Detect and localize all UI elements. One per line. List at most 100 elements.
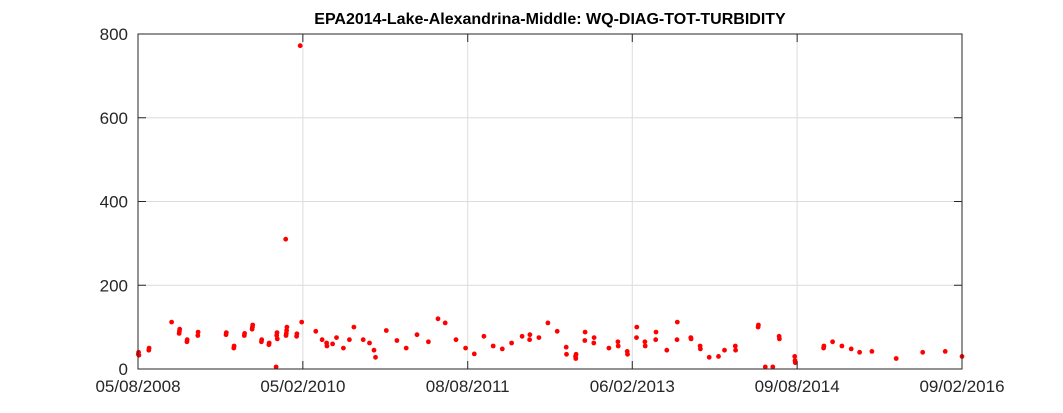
data-point bbox=[527, 332, 533, 338]
data-point bbox=[463, 345, 468, 351]
data-point bbox=[274, 336, 280, 342]
data-point bbox=[341, 345, 346, 351]
data-point bbox=[642, 339, 648, 345]
data-point bbox=[284, 324, 290, 330]
data-point bbox=[283, 333, 289, 338]
data-point bbox=[642, 343, 648, 349]
chart-title: EPA2014-Lake-Alexandrina-Middle: WQ-DIAG… bbox=[314, 11, 786, 28]
data-point bbox=[184, 337, 190, 343]
axis-ticks-layer: 05/08/2008 05/02/2010 08/08/2011 06/02/2013… bbox=[95, 25, 1004, 396]
data-point bbox=[869, 349, 875, 354]
data-point bbox=[242, 331, 248, 336]
data-point bbox=[839, 343, 845, 349]
data-point bbox=[195, 329, 201, 335]
x-tick-label: 05/08/2008 bbox=[95, 377, 180, 396]
x-tick-label: 08/08/2011 bbox=[426, 377, 510, 396]
data-point bbox=[706, 354, 712, 360]
data-point bbox=[857, 349, 862, 355]
data-point bbox=[334, 335, 339, 340]
data-point bbox=[499, 346, 505, 352]
data-point bbox=[545, 320, 551, 326]
data-point bbox=[653, 329, 659, 335]
data-point bbox=[313, 328, 319, 334]
data-point bbox=[481, 333, 487, 339]
data-point bbox=[716, 354, 721, 359]
data-point bbox=[792, 360, 798, 366]
data-point bbox=[536, 335, 542, 340]
data-point bbox=[394, 338, 400, 343]
data-point bbox=[367, 340, 372, 346]
data-point bbox=[250, 322, 256, 328]
data-point bbox=[297, 43, 303, 49]
data-point bbox=[634, 324, 640, 330]
data-point bbox=[920, 349, 926, 355]
data-point bbox=[762, 364, 768, 370]
data-point bbox=[519, 333, 525, 339]
data-point bbox=[435, 316, 441, 322]
data-point bbox=[732, 343, 738, 349]
data-point bbox=[821, 343, 827, 349]
data-point bbox=[573, 356, 579, 361]
data-point bbox=[625, 351, 630, 357]
data-point bbox=[756, 322, 761, 328]
data-point bbox=[942, 349, 948, 354]
x-tick-label: 09/08/2014 bbox=[755, 377, 840, 396]
data-point bbox=[259, 337, 265, 343]
data-point bbox=[573, 351, 579, 357]
y-tick-label: 0 bbox=[119, 360, 128, 379]
data-point bbox=[347, 337, 352, 343]
y-tick-label: 600 bbox=[100, 109, 128, 128]
data-point bbox=[231, 343, 237, 349]
data-point bbox=[414, 332, 420, 338]
data-point bbox=[674, 319, 680, 325]
data-point bbox=[688, 336, 694, 342]
data-point bbox=[563, 344, 569, 350]
data-point bbox=[722, 347, 727, 353]
data-point bbox=[664, 347, 670, 353]
data-point bbox=[146, 345, 152, 351]
data-point bbox=[324, 343, 330, 349]
data-point bbox=[169, 319, 175, 325]
data-point bbox=[554, 328, 560, 334]
data-point bbox=[283, 236, 289, 242]
data-point bbox=[792, 354, 798, 359]
data-point bbox=[615, 339, 621, 345]
grid-layer bbox=[138, 34, 962, 369]
data-point bbox=[615, 343, 621, 349]
data-point bbox=[777, 336, 782, 342]
data-point bbox=[893, 356, 899, 361]
data-point bbox=[591, 335, 597, 340]
data-point bbox=[770, 364, 776, 370]
data-point bbox=[330, 341, 335, 347]
data-point bbox=[223, 330, 229, 335]
data-point bbox=[471, 351, 477, 357]
y-tick-label: 400 bbox=[100, 193, 128, 212]
data-point bbox=[606, 345, 612, 351]
y-tick-label: 800 bbox=[100, 25, 128, 44]
data-point bbox=[442, 320, 448, 326]
data-point bbox=[634, 335, 639, 340]
y-tick-label: 200 bbox=[100, 276, 128, 295]
data-point bbox=[848, 346, 854, 352]
data-point bbox=[319, 337, 325, 343]
data-point bbox=[564, 351, 569, 357]
data-point bbox=[294, 331, 300, 337]
data-point bbox=[426, 339, 431, 345]
data-point bbox=[509, 340, 514, 346]
data-point bbox=[274, 330, 280, 335]
x-tick-label: 09/02/2016 bbox=[919, 377, 1004, 396]
data-point bbox=[373, 354, 378, 360]
data-point bbox=[371, 347, 377, 353]
data-point bbox=[273, 364, 279, 370]
data-point bbox=[733, 347, 738, 353]
data-point bbox=[653, 337, 659, 343]
data-point bbox=[674, 337, 680, 343]
data-point bbox=[527, 337, 532, 343]
data-point bbox=[582, 329, 588, 335]
data-point bbox=[266, 340, 272, 346]
data-point bbox=[136, 352, 142, 358]
x-tick-label: 05/02/2010 bbox=[260, 377, 345, 396]
data-point bbox=[591, 340, 597, 346]
data-point bbox=[351, 324, 357, 330]
